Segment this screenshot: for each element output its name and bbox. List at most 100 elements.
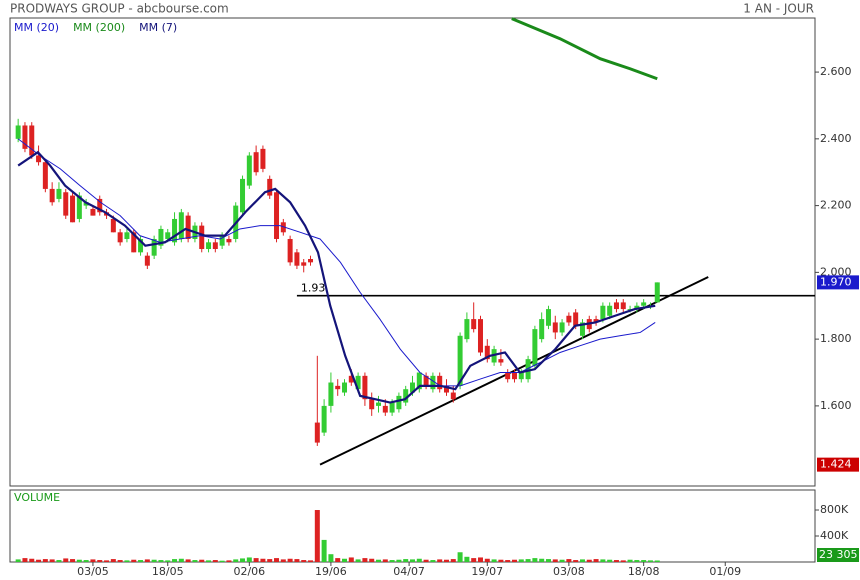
volume-bar [267, 559, 273, 562]
candle-body [83, 202, 89, 206]
candle-body [600, 305, 606, 320]
candle-body [294, 252, 300, 266]
volume-bar [151, 559, 157, 562]
volume-bar [545, 559, 551, 562]
volume-bar [579, 559, 585, 562]
volume-bar [477, 557, 483, 562]
volume-bar [342, 558, 348, 562]
candle-body [423, 375, 429, 386]
volume-bar [600, 559, 606, 562]
candle-body [566, 315, 572, 323]
x-tick-label: 18/05 [152, 565, 184, 578]
volume-bar [471, 558, 477, 562]
candle-body [484, 345, 490, 360]
volume-bar [226, 560, 232, 562]
resistance-label: 1.93 [301, 282, 326, 295]
candle-body [110, 218, 116, 233]
candle-body [518, 372, 524, 380]
volume-bar [274, 558, 280, 562]
candle-body [505, 372, 511, 380]
moving-average [511, 17, 658, 81]
volume-bar [104, 560, 110, 562]
candle-body [437, 375, 443, 390]
candle-body [634, 305, 640, 310]
value-box-label: 1.424 [820, 458, 852, 471]
candle-body [70, 195, 76, 223]
candle-body [138, 238, 144, 253]
candle-body [328, 382, 334, 406]
y-tick-label: 2.600 [820, 65, 852, 78]
x-tick-label: 03/08 [553, 565, 585, 578]
candle-body [376, 402, 382, 406]
y-tick-label: 1.600 [820, 399, 852, 412]
volume-bar [294, 559, 300, 562]
candle-body [641, 302, 647, 306]
volume-bar [505, 560, 511, 562]
volume-bar [280, 559, 286, 562]
candle-body [246, 155, 252, 186]
candle-body [185, 215, 191, 239]
volume-bar [396, 559, 402, 562]
value-box [817, 275, 859, 290]
candle-body [389, 402, 395, 413]
volume-bar [532, 558, 538, 562]
volume-bar [172, 559, 178, 562]
y-tick-label: 2.000 [820, 265, 852, 278]
candle-body [369, 399, 375, 410]
candle-body [314, 422, 320, 443]
volume-bar [525, 559, 531, 562]
candle-body [552, 322, 558, 333]
candle-body [212, 242, 218, 249]
candle-body [287, 238, 293, 263]
volume-bar [586, 559, 592, 562]
volume-bar [22, 558, 28, 562]
volume-bar [457, 552, 463, 562]
legend-entry: MM (7) [139, 21, 177, 34]
volume-bar [29, 558, 35, 562]
candle-body [450, 392, 456, 400]
candle-body [362, 375, 368, 400]
volume-bar [593, 559, 599, 562]
volume-bar [416, 558, 422, 562]
volume-bar [321, 539, 327, 562]
candle-body [403, 389, 409, 403]
candle-body [29, 125, 35, 156]
volume-bar [192, 560, 198, 562]
volume-bar [199, 559, 205, 562]
moving-average [17, 138, 656, 387]
candle-body [382, 405, 388, 413]
candle-body [151, 238, 157, 256]
volume-bar [110, 559, 116, 562]
value-box-label: 23 305 [819, 548, 858, 561]
candle-body [178, 212, 184, 239]
volume-bar [423, 559, 429, 562]
volume-bar [518, 559, 524, 562]
candle-body [274, 192, 280, 239]
candle-body [532, 329, 538, 366]
candle-body [165, 232, 171, 239]
volume-bar [369, 558, 375, 562]
candle-body [607, 305, 613, 316]
volume-bar [219, 560, 225, 562]
volume-bar [246, 557, 252, 562]
chart-title: PRODWAYS GROUP - abcbourse.com [10, 2, 229, 16]
candle-body [22, 125, 28, 149]
volume-bar [212, 560, 218, 562]
volume-bar [484, 558, 490, 562]
volume-bar [260, 558, 266, 562]
x-tick-label: 01/09 [709, 565, 741, 578]
candle-body [511, 372, 517, 380]
volume-bar [410, 559, 415, 562]
volume-bar [348, 557, 354, 562]
candle-body [613, 302, 619, 310]
candle-body [321, 405, 327, 433]
price-frame [9, 17, 816, 487]
candle-body [15, 125, 21, 139]
volume-bar [90, 559, 96, 562]
volume-bar [240, 558, 246, 562]
candle-body [131, 232, 137, 253]
volume-bar [362, 558, 368, 562]
volume-bar [491, 559, 497, 562]
volume-bar [607, 559, 613, 562]
